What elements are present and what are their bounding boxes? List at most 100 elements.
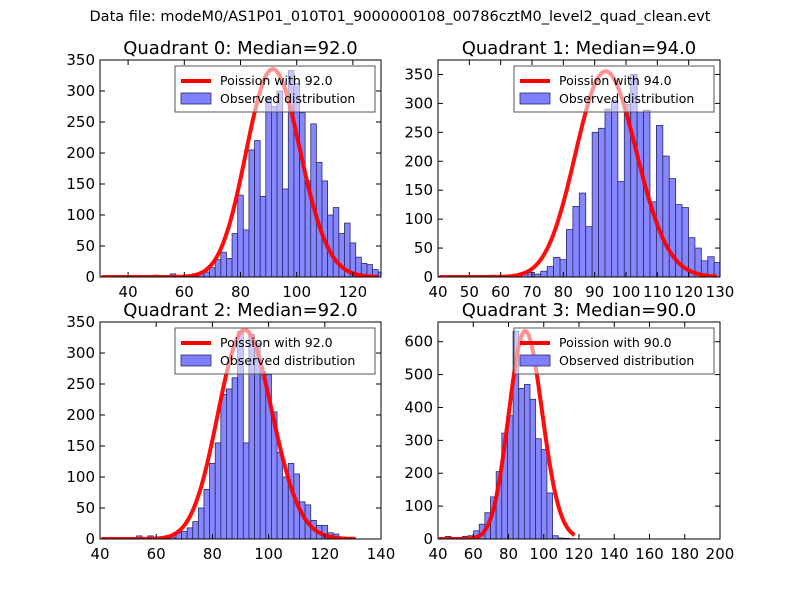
y-tick-label: 0 <box>423 268 433 286</box>
x-tick-label: 120 <box>565 545 594 563</box>
legend: Poission with 92.0 Observed distribution <box>174 65 376 113</box>
histogram-bar <box>727 268 733 277</box>
y-tick-label: 0 <box>423 530 433 548</box>
histogram-bar <box>578 192 587 277</box>
x-tick-label: 60 <box>175 283 194 301</box>
plot-area <box>438 328 576 539</box>
histogram-bar <box>591 131 599 277</box>
subplot-quadrant-0: 40 60 80 100 120 0 50 100 150 200 250 300 350 Quadran… <box>66 38 401 301</box>
legend-label-observed: Observed distribution <box>559 353 694 368</box>
x-tick-label: 120 <box>339 283 368 301</box>
x-tick-label: 80 <box>554 283 573 301</box>
y-tick-label: 300 <box>66 344 95 362</box>
y-tick-label: 500 <box>404 366 433 384</box>
histogram-bar <box>617 181 625 277</box>
histogram-bar <box>276 90 284 277</box>
x-tick-label: 100 <box>254 545 283 563</box>
y-tick-label: 200 <box>66 144 95 162</box>
histogram-bar <box>572 206 580 277</box>
x-tick-label: 160 <box>635 545 664 563</box>
y-tick-label: 100 <box>404 497 433 515</box>
poisson-curve <box>100 67 379 277</box>
histogram-bar <box>540 449 548 539</box>
subplot-quadrant-1: 40 50 60 70 80 90 100 110 120 1300501001502002503… <box>404 38 752 301</box>
histogram-bar <box>181 531 188 539</box>
histogram-bar <box>265 96 272 277</box>
histogram-bar <box>746 275 752 277</box>
x-tick-label: 110 <box>643 283 672 301</box>
histogram-bar <box>197 507 205 539</box>
y-tick-label: 300 <box>404 94 433 112</box>
histogram-bar <box>389 272 395 277</box>
histogram-bar <box>662 155 670 277</box>
y-tick-label: 50 <box>76 499 95 517</box>
legend-label-poisson: Poission with 94.0 <box>559 73 672 88</box>
histogram-bar <box>535 438 542 539</box>
poisson-curve <box>438 328 576 539</box>
legend-label-observed: Observed distribution <box>559 91 694 106</box>
legend-label-poisson: Poission with 92.0 <box>220 73 333 88</box>
histogram-bar <box>282 476 289 539</box>
histogram-bar <box>276 451 284 539</box>
y-tick-label: 200 <box>404 152 433 170</box>
y-tick-label: 0 <box>85 268 95 286</box>
histogram-bar <box>740 274 746 277</box>
histogram-bar <box>721 264 727 277</box>
x-tick-label: 40 <box>428 283 447 301</box>
x-tick-label: 60 <box>491 283 510 301</box>
x-tick-label: 140 <box>600 545 629 563</box>
y-tick-label: 250 <box>404 123 433 141</box>
histogram-bar <box>733 273 739 277</box>
y-tick-label: 150 <box>66 437 95 455</box>
x-tick-label: 200 <box>706 545 735 563</box>
subplot-title: Quadrant 2: Median=92.0 <box>123 300 358 321</box>
histogram-bar <box>604 108 612 277</box>
histogram-bar <box>220 394 227 539</box>
legend-label-observed: Observed distribution <box>220 91 355 106</box>
histogram-bar <box>220 251 227 277</box>
histogram-bar <box>226 257 233 277</box>
histogram-bar <box>546 266 555 277</box>
axes-frame <box>437 59 721 278</box>
histogram-bar <box>231 377 239 539</box>
histogram-bar <box>668 178 677 277</box>
x-tick-label: 40 <box>90 545 109 563</box>
histogram-bar <box>214 259 222 277</box>
legend: Poission with 92.0 Observed distribution <box>174 327 376 375</box>
histogram-bar <box>192 521 199 539</box>
subplot-quadrant-2: 40 60 80 100 120 140 0 50 100 150 200 250 300 350 Quad… <box>66 300 395 563</box>
poisson-curve <box>439 69 718 277</box>
histogram-bar <box>507 415 514 539</box>
histogram-bar <box>384 275 390 277</box>
legend-bar-swatch <box>519 354 551 367</box>
y-tick-label: 200 <box>66 406 95 424</box>
y-tick-label: 350 <box>404 65 433 83</box>
histogram-bar <box>271 106 278 277</box>
x-tick-label: 70 <box>522 283 541 301</box>
histogram-bar <box>226 388 233 539</box>
x-tick-label: 80 <box>231 283 250 301</box>
y-tick-label: 100 <box>66 206 95 224</box>
histogram-bar <box>186 527 194 539</box>
legend-bar-swatch <box>180 354 212 367</box>
legend-bar-swatch <box>180 92 212 105</box>
y-tick-label: 250 <box>66 375 95 393</box>
histogram-bar <box>231 233 239 277</box>
y-tick-label: 100 <box>66 468 95 486</box>
histogram-bar <box>259 371 267 539</box>
x-tick-label: 80 <box>203 545 222 563</box>
x-tick-label: 100 <box>282 283 311 301</box>
histogram-bar <box>598 127 606 277</box>
y-tick-label: 350 <box>66 51 95 69</box>
histogram-bar <box>242 229 250 277</box>
x-tick-label: 100 <box>529 545 558 563</box>
legend: Poission with 90.0 Observed distribution <box>513 327 715 375</box>
histogram-bar <box>209 267 216 277</box>
histogram-bar <box>259 195 267 277</box>
y-tick-label: 600 <box>404 333 433 351</box>
y-tick-label: 100 <box>404 210 433 228</box>
x-tick-label: 120 <box>310 545 339 563</box>
subplot-title: Quadrant 3: Median=90.0 <box>462 300 697 321</box>
histogram-bar <box>395 275 401 277</box>
